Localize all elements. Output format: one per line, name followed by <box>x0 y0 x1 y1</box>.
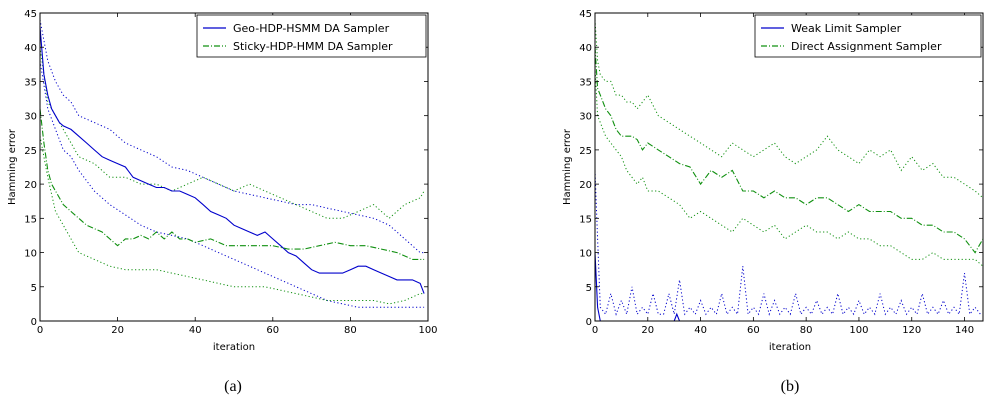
chart-a-legend-label-2: Sticky-HDP-HMM DA Sampler <box>233 40 393 53</box>
chart-a-ytick-label-2: 10 <box>24 249 37 260</box>
chart-a-ytick-label-9: 45 <box>24 9 37 20</box>
chart-a-ticks: 0 20 40 60 80 100 0 5 10 15 20 25 30 35 40 45 <box>24 9 437 336</box>
chart-b-ylabel: Hamming error <box>562 128 573 205</box>
chart-a-xtick-label-5: 100 <box>418 325 437 336</box>
chart-b-ytick-label-2: 10 <box>579 249 592 260</box>
chart-a-ytick-label-5: 25 <box>24 146 37 157</box>
chart-b-series-0 <box>594 252 983 322</box>
chart-b-ytick-label-7: 35 <box>579 77 592 88</box>
chart-a-ytick-label-4: 20 <box>24 180 37 191</box>
chart-a-ytick-label-8: 40 <box>24 43 37 54</box>
chart-a-series-3 <box>39 108 425 260</box>
chart-b-plot <box>594 19 984 322</box>
chart-b-legend-label-1: Weak Limit Sampler <box>791 22 902 35</box>
chart-a-ytick-label-6: 30 <box>24 112 37 123</box>
chart-b-series-4 <box>594 67 984 267</box>
chart-a-series-0 <box>39 26 425 294</box>
chart-a-legend-label-1: Geo-HDP-HSMM DA Sampler <box>233 22 390 35</box>
chart-b-series-2 <box>594 47 984 254</box>
chart-b-frame <box>594 12 984 322</box>
chart-b-series-3 <box>594 19 984 199</box>
chart-a-ytick-label-7: 35 <box>24 77 37 88</box>
chart-a-xlabel: iteration <box>213 342 255 353</box>
chart-a-xtick-label-3: 60 <box>266 325 279 336</box>
chart-a-xtick-label-4: 80 <box>344 325 357 336</box>
chart-b-xtick-label-7: 140 <box>955 325 974 336</box>
chart-b-ytick-label-4: 20 <box>579 180 592 191</box>
chart-a-ylabel: Hamming error <box>7 128 18 205</box>
chart-b-xtick-label-1: 20 <box>641 325 654 336</box>
chart-a-series-1 <box>39 19 425 254</box>
chart-b-xtick-label-3: 60 <box>747 325 760 336</box>
chart-a-ytick-label-1: 5 <box>31 283 37 294</box>
chart-a-plot <box>39 19 425 308</box>
chart-b-ytick-label-1: 5 <box>586 283 592 294</box>
chart-b-ticks: 0 20 40 60 80 100 120 140 0 5 10 15 20 25 30 35 40 45 <box>579 9 983 336</box>
chart-b-legend-box <box>754 14 982 58</box>
chart-b-legend: Weak Limit Sampler Direct Assignment Sam… <box>754 14 982 58</box>
chart-b-ytick-label-8: 40 <box>579 43 592 54</box>
chart-b-xlabel: iteration <box>769 342 811 353</box>
chart-a: 0 20 40 60 80 100 0 5 10 15 20 25 30 35 40 45 iteration… <box>7 9 438 395</box>
chart-b-caption: (b) <box>781 378 800 395</box>
chart-a-series-2 <box>39 60 425 308</box>
chart-b: 0 20 40 60 80 100 120 140 0 5 10 15 20 25 30 35 40 45 ite… <box>562 9 984 395</box>
chart-a-legend: Geo-HDP-HSMM DA Sampler Sticky-HDP-HMM D… <box>196 14 427 58</box>
chart-b-xtick-label-0: 0 <box>592 325 598 336</box>
chart-a-xtick-label-2: 40 <box>189 325 202 336</box>
chart-b-legend-label-2: Direct Assignment Sampler <box>791 40 942 53</box>
chart-b-xtick-label-2: 40 <box>694 325 707 336</box>
chart-a-ytick-label-0: 0 <box>31 317 37 328</box>
chart-a-frame <box>39 12 429 322</box>
chart-a-xtick-label-1: 20 <box>111 325 124 336</box>
chart-b-xtick-label-5: 100 <box>849 325 868 336</box>
chart-a-series-4 <box>39 47 425 219</box>
chart-b-ytick-label-0: 0 <box>586 317 592 328</box>
chart-a-legend-box <box>196 14 427 58</box>
chart-a-series-5 <box>39 136 425 305</box>
chart-b-ytick-label-3: 15 <box>579 214 592 225</box>
chart-a-xtick-label-0: 0 <box>37 325 43 336</box>
chart-b-ytick-label-5: 25 <box>579 146 592 157</box>
chart-b-xtick-label-4: 80 <box>800 325 813 336</box>
chart-a-ytick-label-3: 15 <box>24 214 37 225</box>
chart-b-ytick-label-9: 45 <box>579 9 592 20</box>
chart-b-ytick-label-6: 30 <box>579 112 592 123</box>
chart-b-series-1 <box>594 170 983 317</box>
chart-a-caption: (a) <box>224 378 242 395</box>
chart-b-xtick-label-6: 120 <box>902 325 921 336</box>
